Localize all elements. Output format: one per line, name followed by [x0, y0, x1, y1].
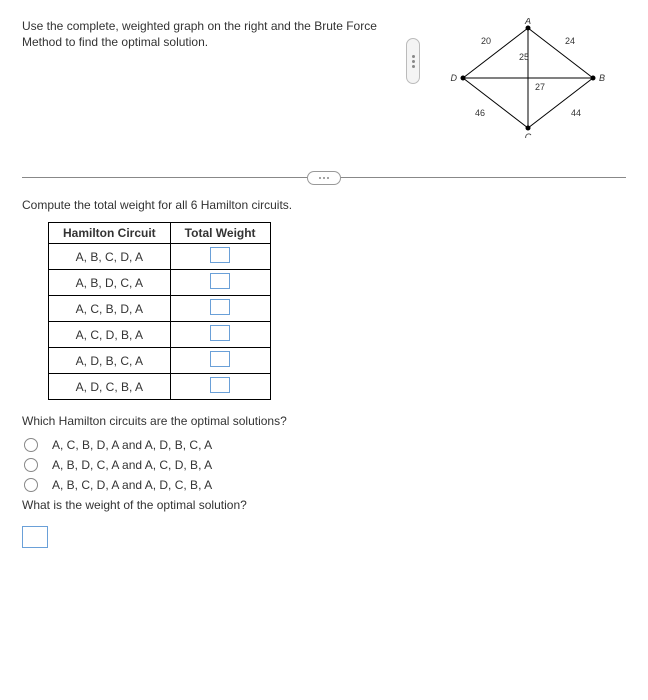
- circuit-cell: A, C, B, D, A: [49, 296, 171, 322]
- radio-button[interactable]: [24, 478, 38, 492]
- svg-text:D: D: [451, 73, 458, 83]
- weight-cell: [170, 244, 270, 270]
- radio-button[interactable]: [24, 438, 38, 452]
- section-divider: [22, 177, 626, 178]
- table-row: A, D, C, B, A: [49, 374, 271, 400]
- svg-text:46: 46: [475, 108, 485, 118]
- weight-input[interactable]: [210, 325, 230, 341]
- weight-input[interactable]: [210, 273, 230, 289]
- col-header-circuit: Hamilton Circuit: [49, 223, 171, 244]
- weight-cell: [170, 296, 270, 322]
- weight-cell: [170, 374, 270, 400]
- option-label: A, B, C, D, A and A, D, C, B, A: [52, 478, 212, 492]
- col-header-weight: Total Weight: [170, 223, 270, 244]
- svg-text:24: 24: [565, 36, 575, 46]
- svg-text:A: A: [524, 18, 531, 26]
- optimal-weight-input[interactable]: [22, 526, 48, 548]
- table-row: A, D, B, C, A: [49, 348, 271, 374]
- weight-cell: [170, 270, 270, 296]
- circuit-cell: A, D, C, B, A: [49, 374, 171, 400]
- weight-input[interactable]: [210, 247, 230, 263]
- option-row: A, C, B, D, A and A, D, B, C, A: [22, 438, 626, 452]
- weight-cell: [170, 348, 270, 374]
- multiple-choice-group: A, C, B, D, A and A, D, B, C, A A, B, D, …: [22, 438, 626, 492]
- svg-text:20: 20: [481, 36, 491, 46]
- svg-text:25: 25: [519, 52, 529, 62]
- circuit-cell: A, D, B, C, A: [49, 348, 171, 374]
- question-optimal-circuits: Which Hamilton circuits are the optimal …: [22, 414, 626, 428]
- weight-input[interactable]: [210, 351, 230, 367]
- collapse-handle[interactable]: [406, 38, 420, 84]
- option-row: A, B, C, D, A and A, D, C, B, A: [22, 478, 626, 492]
- svg-text:44: 44: [571, 108, 581, 118]
- weight-input[interactable]: [210, 299, 230, 315]
- circuit-cell: A, B, D, C, A: [49, 270, 171, 296]
- option-row: A, B, D, C, A and A, C, D, B, A: [22, 458, 626, 472]
- circuit-cell: A, C, D, B, A: [49, 322, 171, 348]
- weight-cell: [170, 322, 270, 348]
- question-optimal-weight: What is the weight of the optimal soluti…: [22, 498, 626, 512]
- radio-button[interactable]: [24, 458, 38, 472]
- svg-text:B: B: [599, 73, 605, 83]
- table-row: A, C, D, B, A: [49, 322, 271, 348]
- option-label: A, B, D, C, A and A, C, D, B, A: [52, 458, 212, 472]
- table-row: A, C, B, D, A: [49, 296, 271, 322]
- problem-prompt: Use the complete, weighted graph on the …: [22, 18, 386, 50]
- table-row: A, B, C, D, A: [49, 244, 271, 270]
- expand-handle[interactable]: [307, 171, 341, 185]
- circuit-cell: A, B, C, D, A: [49, 244, 171, 270]
- svg-text:C: C: [525, 132, 532, 138]
- option-label: A, C, B, D, A and A, D, B, C, A: [52, 438, 212, 452]
- compute-instruction: Compute the total weight for all 6 Hamil…: [22, 198, 626, 212]
- weight-input[interactable]: [210, 377, 230, 393]
- svg-text:27: 27: [535, 82, 545, 92]
- table-row: A, B, D, C, A: [49, 270, 271, 296]
- weighted-graph: 20 24 25 27 46 44 A B C D: [428, 18, 618, 138]
- hamilton-circuits-table: Hamilton Circuit Total Weight A, B, C, D…: [48, 222, 271, 400]
